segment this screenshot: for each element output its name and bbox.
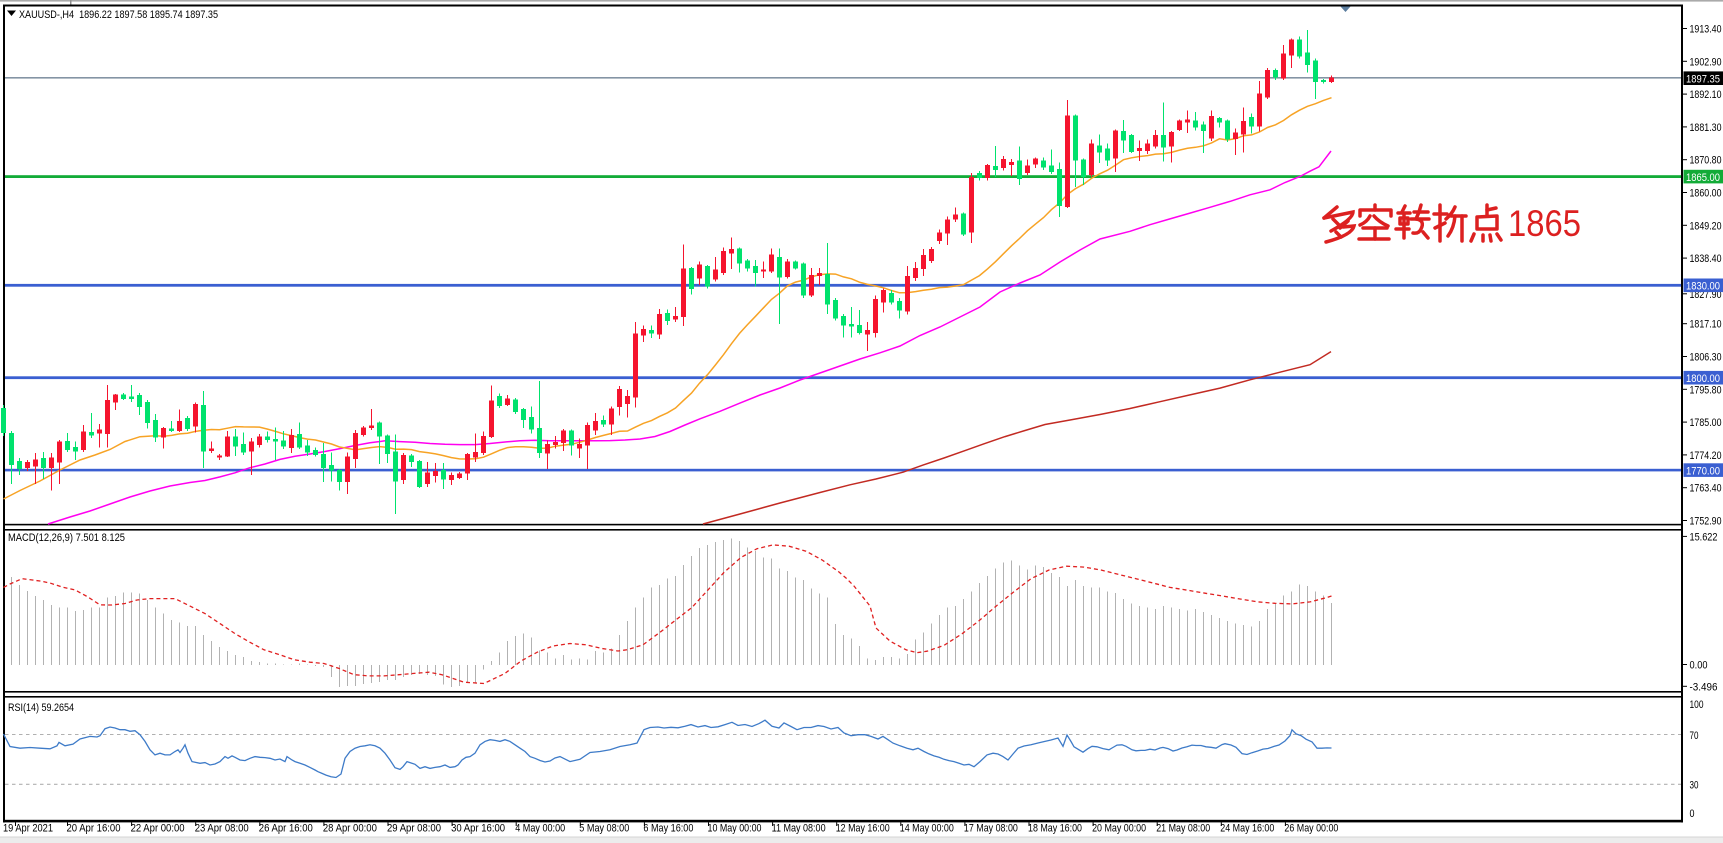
svg-text:70: 70 (1690, 730, 1699, 742)
svg-text:1902.90: 1902.90 (1690, 56, 1722, 68)
svg-text:1785.00: 1785.00 (1690, 417, 1722, 429)
svg-text:11 May 08:00: 11 May 08:00 (772, 823, 826, 835)
svg-text:1795.80: 1795.80 (1690, 384, 1722, 396)
svg-text:1817.10: 1817.10 (1690, 319, 1722, 331)
svg-text:RSI(14) 59.2654: RSI(14) 59.2654 (8, 702, 74, 714)
svg-text:23 Apr 08:00: 23 Apr 08:00 (195, 823, 249, 835)
svg-text:5 May 08:00: 5 May 08:00 (579, 823, 629, 835)
svg-text:10 May 00:00: 10 May 00:00 (708, 823, 762, 835)
svg-text:4 May 00:00: 4 May 00:00 (515, 823, 565, 835)
svg-text:0.00: 0.00 (1690, 660, 1708, 672)
svg-text:22 Apr 00:00: 22 Apr 00:00 (131, 823, 185, 835)
svg-text:1865: 1865 (1508, 202, 1581, 244)
svg-text:18 May 16:00: 18 May 16:00 (1028, 823, 1082, 835)
svg-text:19 Apr 2021: 19 Apr 2021 (3, 823, 53, 835)
svg-text:6 May 16:00: 6 May 16:00 (643, 823, 693, 835)
svg-text:1892.10: 1892.10 (1690, 89, 1722, 101)
svg-text:24 May 16:00: 24 May 16:00 (1220, 823, 1274, 835)
svg-text:MACD(12,26,9) 7.501 8.125: MACD(12,26,9) 7.501 8.125 (8, 532, 125, 544)
svg-text:1800.00: 1800.00 (1686, 373, 1720, 385)
svg-text:1870.80: 1870.80 (1690, 155, 1722, 167)
svg-text:26 May 00:00: 26 May 00:00 (1284, 823, 1338, 835)
svg-text:1860.00: 1860.00 (1690, 188, 1722, 200)
svg-text:-3.496: -3.496 (1690, 681, 1718, 693)
svg-text:28 Apr 00:00: 28 Apr 00:00 (323, 823, 377, 835)
svg-text:1763.40: 1763.40 (1690, 483, 1722, 495)
svg-text:1913.40: 1913.40 (1690, 24, 1722, 36)
svg-text:1806.30: 1806.30 (1690, 352, 1722, 364)
svg-text:1770.00: 1770.00 (1686, 465, 1720, 477)
svg-text:100: 100 (1690, 699, 1704, 711)
svg-text:30: 30 (1690, 780, 1699, 792)
svg-text:14 May 00:00: 14 May 00:00 (900, 823, 954, 835)
svg-text:1838.40: 1838.40 (1690, 253, 1722, 265)
svg-text:0: 0 (1690, 808, 1695, 820)
svg-text:26 Apr 16:00: 26 Apr 16:00 (259, 823, 313, 835)
svg-text:1830.00: 1830.00 (1686, 281, 1720, 293)
svg-text:1881.30: 1881.30 (1690, 122, 1722, 134)
svg-text:1897.35: 1897.35 (1686, 73, 1720, 85)
svg-text:17 May 08:00: 17 May 08:00 (964, 823, 1018, 835)
svg-text:1774.20: 1774.20 (1690, 450, 1722, 462)
svg-text:20 Apr 16:00: 20 Apr 16:00 (67, 823, 121, 835)
svg-text:1865.00: 1865.00 (1686, 172, 1720, 184)
svg-text:30 Apr 16:00: 30 Apr 16:00 (451, 823, 505, 835)
svg-text:12 May 16:00: 12 May 16:00 (836, 823, 890, 835)
svg-text:15.622: 15.622 (1690, 531, 1718, 543)
svg-text:1849.20: 1849.20 (1690, 220, 1722, 232)
svg-text:20 May 00:00: 20 May 00:00 (1092, 823, 1146, 835)
svg-text:21 May 08:00: 21 May 08:00 (1156, 823, 1210, 835)
svg-text:29 Apr 08:00: 29 Apr 08:00 (387, 823, 441, 835)
svg-text:1752.90: 1752.90 (1690, 516, 1722, 528)
svg-text:XAUUSD-,H4 1896.22 1897.58 18: XAUUSD-,H4 1896.22 1897.58 1895.74 1897.… (19, 9, 218, 21)
